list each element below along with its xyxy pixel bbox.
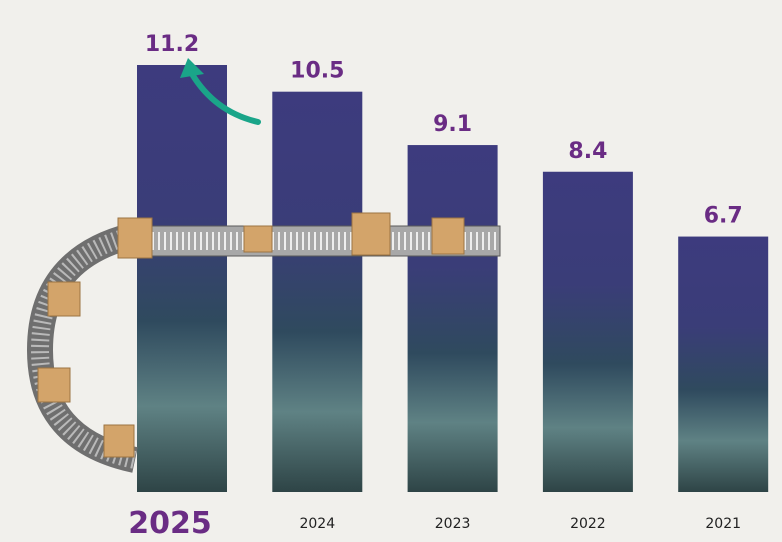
box [47,281,81,317]
box [103,424,135,458]
bar [272,91,363,492]
bar [407,145,498,492]
value-label: 9.1 [433,112,472,137]
box [37,367,71,403]
box [351,212,391,256]
value-label: 8.4 [568,139,607,164]
box [117,217,153,259]
arrow-head [180,58,204,78]
conveyor-rollers [30,223,152,469]
box [431,217,465,255]
bar [137,65,227,492]
x-tick-label: 2022 [570,516,606,532]
labels: 11.2 2025 10.5 2024 9.1 2023 8.4 2022 6.7 2021 [128,32,742,541]
bar [678,236,769,492]
x-tick-label: 2021 [705,516,741,532]
trend-arrow [180,58,261,125]
x-tick-label: 2025 [128,506,212,541]
value-label: 10.5 [290,59,344,84]
bars [137,65,769,492]
arrow-shaft [189,71,261,125]
value-label: 6.7 [704,204,743,229]
x-tick-label: 2023 [435,516,471,532]
bar [542,171,633,492]
value-label: 11.2 [145,32,199,57]
x-tick-label: 2024 [299,516,335,532]
conveyor [26,212,501,473]
box [243,225,273,253]
